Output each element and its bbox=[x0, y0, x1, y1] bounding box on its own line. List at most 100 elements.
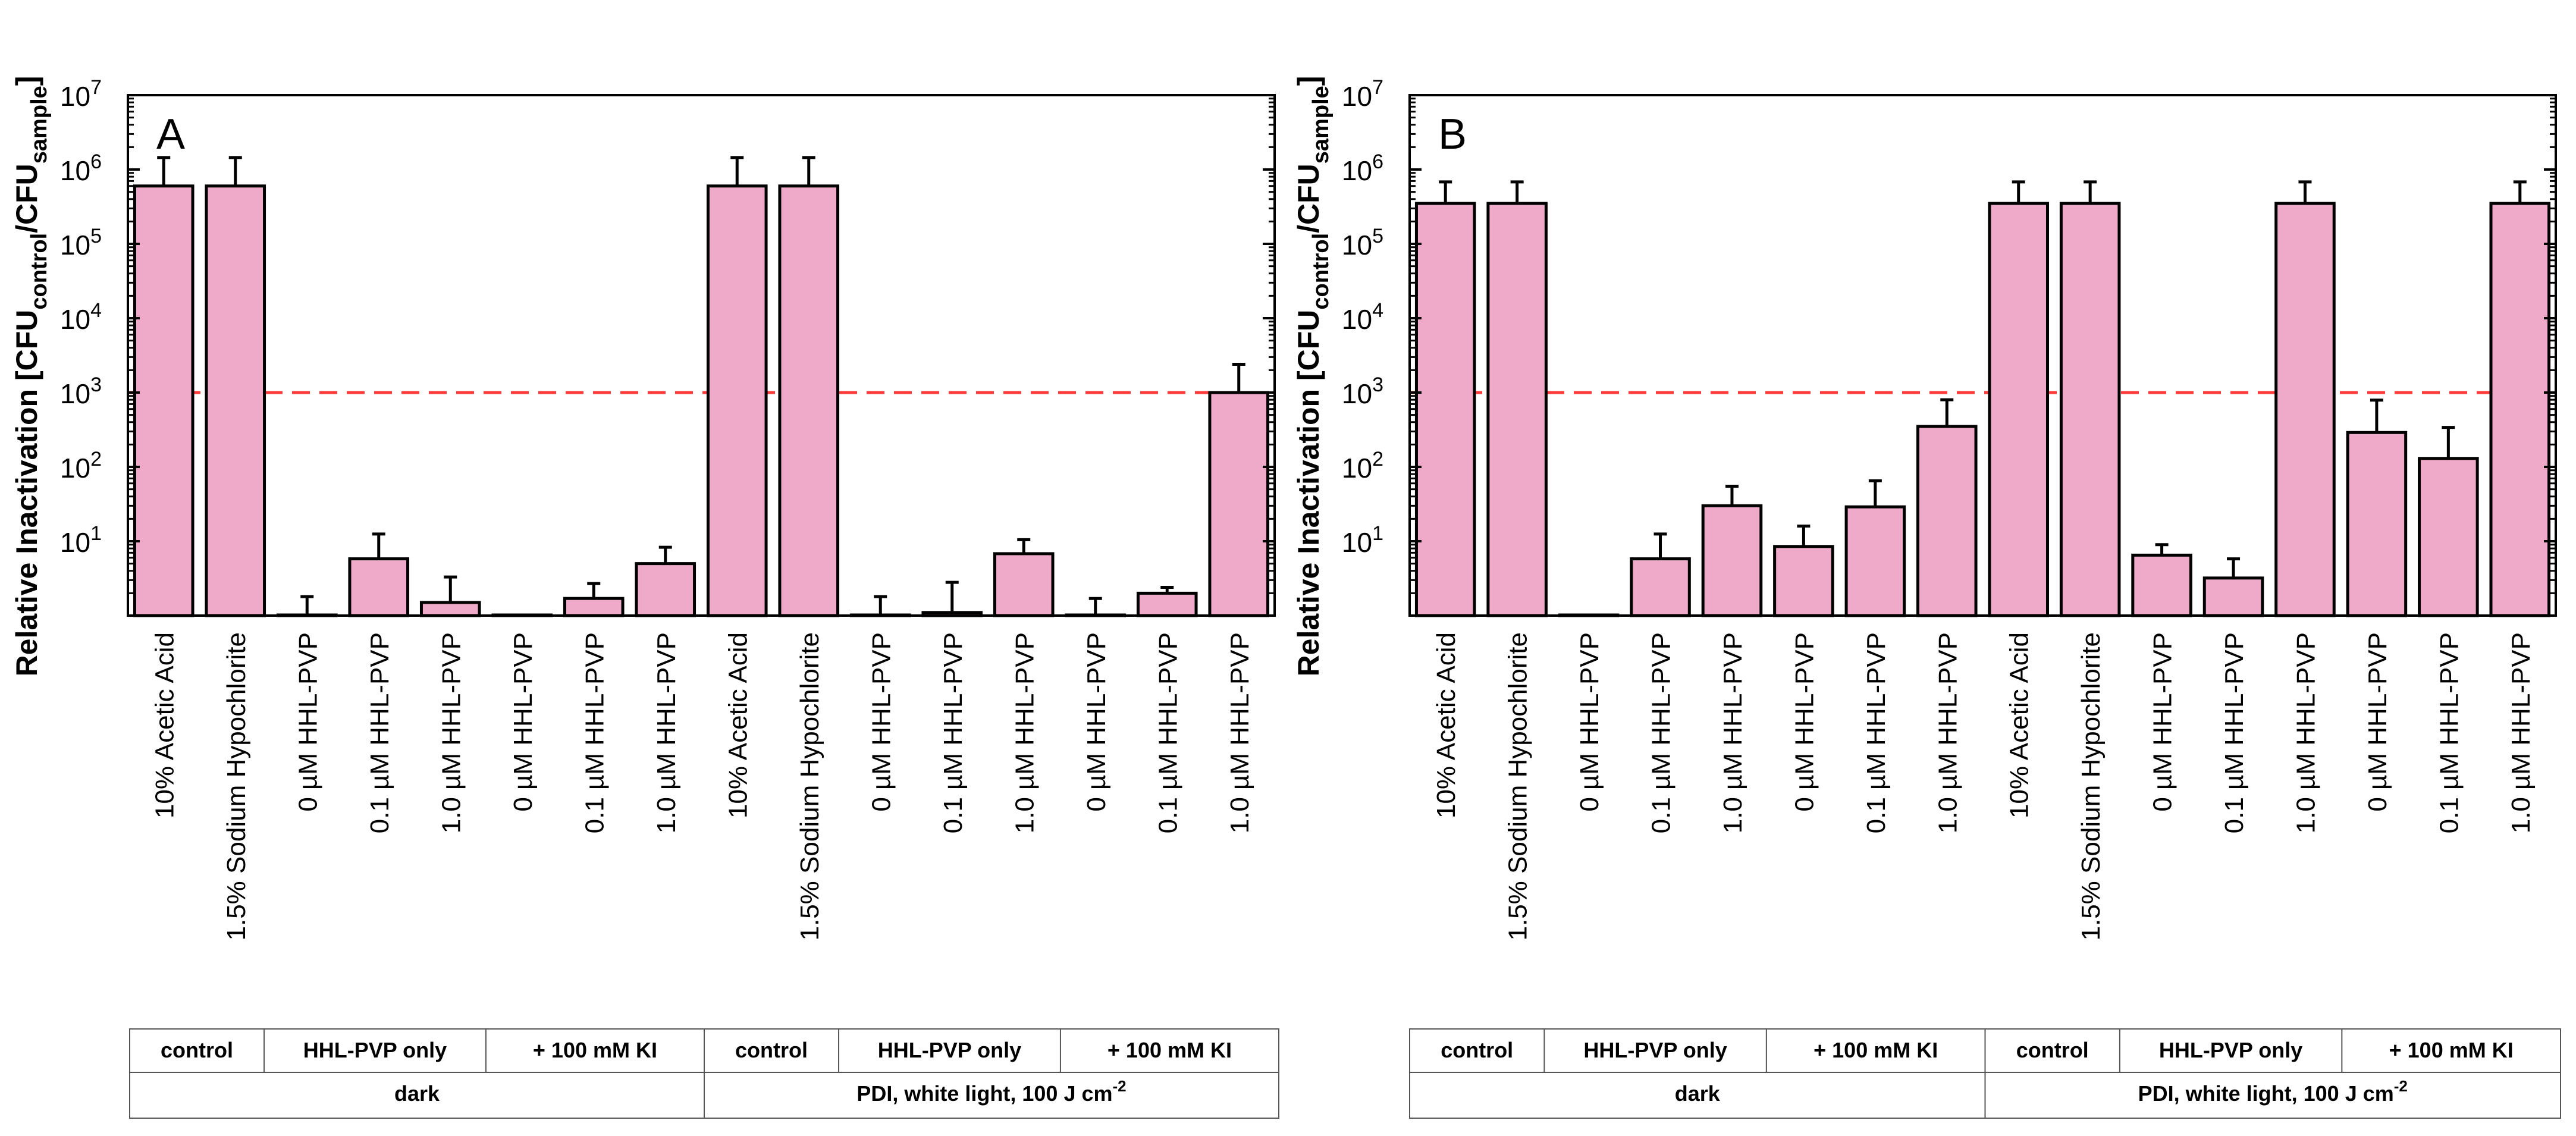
group-cell-label: control bbox=[161, 1038, 233, 1062]
y-tick-exponent: 3 bbox=[90, 374, 102, 396]
y-tick-label: 107 bbox=[1342, 76, 1383, 112]
panel-label: B bbox=[1438, 111, 1467, 158]
group-cell-label: HHL-PVP only bbox=[303, 1038, 447, 1062]
bar bbox=[1988, 202, 2049, 617]
y-tick-label: 101 bbox=[1342, 522, 1383, 558]
group-condition-superscript: -2 bbox=[1113, 1077, 1127, 1095]
panel-label: A bbox=[156, 111, 185, 158]
group-condition-label: dark bbox=[1675, 1081, 1721, 1106]
y-tick-exponent: 4 bbox=[90, 299, 102, 322]
y-tick-exponent: 7 bbox=[90, 76, 102, 99]
category-label: 1.0 µM HHL-PVP bbox=[1718, 632, 1747, 833]
bar bbox=[1916, 425, 1978, 617]
y-tick-label: 105 bbox=[1342, 225, 1383, 261]
category-label: 0.1 µM HHL-PVP bbox=[1153, 632, 1182, 833]
bar bbox=[348, 557, 410, 617]
y-tick-base: 10 bbox=[60, 378, 90, 409]
chart-panel-a: 10% Acetic Acid 1.5% Sodium Hypochlorite 0… bbox=[10, 76, 1279, 1119]
y-tick-label: 106 bbox=[60, 150, 102, 186]
category-label: 0.1 µM HHL-PVP bbox=[939, 632, 968, 833]
category-label: 10% Acetic Acid bbox=[1432, 632, 1461, 818]
y-tick-label: 102 bbox=[60, 448, 102, 484]
y-axis-label-sub-control: control bbox=[1309, 233, 1334, 310]
y-axis-label-sub-control: control bbox=[27, 233, 52, 310]
bar bbox=[1701, 504, 1763, 617]
group-condition-label: PDI, white light, 100 J cm-2 bbox=[2138, 1077, 2408, 1106]
y-tick-exponent: 2 bbox=[90, 448, 102, 470]
y-axis-label-main: Relative Inactivation [CFU bbox=[1292, 310, 1325, 677]
y-axis-label-mid: /CFU bbox=[1292, 164, 1325, 233]
category-label: 0.1 µM HHL-PVP bbox=[580, 632, 609, 833]
y-tick-label: 102 bbox=[1342, 448, 1383, 484]
y-tick-base: 10 bbox=[60, 230, 90, 261]
y-tick-exponent: 5 bbox=[1372, 225, 1383, 247]
category-label: 1.0 µM HHL-PVP bbox=[2291, 632, 2320, 833]
bar bbox=[2418, 457, 2479, 617]
category-label: 0 µM HHL-PVP bbox=[1790, 632, 1819, 812]
y-tick-base: 10 bbox=[1342, 378, 1372, 409]
y-tick-exponent: 4 bbox=[1372, 299, 1383, 322]
group-cell-label: + 100 mM KI bbox=[2389, 1038, 2514, 1062]
category-label: 0.1 µM HHL-PVP bbox=[2434, 632, 2464, 833]
bar bbox=[635, 562, 696, 617]
y-tick-label: 104 bbox=[1342, 299, 1383, 335]
category-label: 1.0 µM HHL-PVP bbox=[1933, 632, 1962, 833]
category-label: 0 µM HHL-PVP bbox=[2363, 632, 2392, 812]
y-tick-base: 10 bbox=[60, 81, 90, 112]
bar bbox=[2131, 553, 2192, 617]
y-axis-label-end: ] bbox=[1292, 76, 1325, 86]
group-condition-superscript: -2 bbox=[2394, 1077, 2408, 1095]
y-tick-exponent: 5 bbox=[90, 225, 102, 247]
category-label: 0 µM HHL-PVP bbox=[509, 632, 538, 812]
category-label: 1.0 µM HHL-PVP bbox=[652, 632, 681, 833]
bar bbox=[419, 601, 481, 617]
y-axis-label: Relative Inactivation [CFUcontrol/CFUsam… bbox=[10, 76, 52, 677]
category-label: 0.1 µM HHL-PVP bbox=[1647, 632, 1676, 833]
group-condition-label: PDI, white light, 100 J cm-2 bbox=[856, 1077, 1126, 1106]
y-axis-label-main: Relative Inactivation [CFU bbox=[10, 310, 43, 677]
y-tick-base: 10 bbox=[60, 304, 90, 335]
group-table: control HHL-PVP only + 100 mM KI dark contro… bbox=[129, 1028, 1279, 1119]
group-condition-label: dark bbox=[394, 1081, 440, 1106]
y-tick-base: 10 bbox=[60, 453, 90, 484]
group-cell-label: control bbox=[1441, 1038, 1513, 1062]
group-condition-text: dark bbox=[394, 1081, 440, 1106]
category-label: 0.1 µM HHL-PVP bbox=[1862, 632, 1891, 833]
y-tick-base: 10 bbox=[60, 527, 90, 558]
bar bbox=[563, 597, 625, 617]
y-tick-label: 103 bbox=[60, 374, 102, 409]
category-label: 1.0 µM HHL-PVP bbox=[1225, 632, 1254, 833]
bar bbox=[1136, 591, 1198, 617]
category-label: 10% Acetic Acid bbox=[2005, 632, 2034, 818]
y-tick-exponent: 7 bbox=[1372, 76, 1383, 99]
group-cell-label: + 100 mM KI bbox=[1107, 1038, 1232, 1062]
bar bbox=[1414, 202, 1476, 617]
category-label: 1.5% Sodium Hypochlorite bbox=[2076, 632, 2106, 940]
bar bbox=[2202, 576, 2264, 617]
y-tick-label: 105 bbox=[60, 225, 102, 261]
y-tick-exponent: 1 bbox=[1372, 522, 1383, 545]
y-axis-label-mid: /CFU bbox=[10, 164, 43, 233]
bar bbox=[1630, 557, 1691, 617]
y-tick-label: 106 bbox=[1342, 150, 1383, 186]
y-axis-label-end: ] bbox=[10, 76, 43, 86]
category-label: 0 µM HHL-PVP bbox=[2148, 632, 2177, 812]
y-tick-base: 10 bbox=[1342, 230, 1372, 261]
bar bbox=[1844, 505, 1906, 617]
y-tick-exponent: 3 bbox=[1372, 374, 1383, 396]
bar bbox=[2346, 431, 2408, 617]
y-tick-label: 104 bbox=[60, 299, 102, 335]
bar bbox=[2059, 202, 2121, 617]
category-label: 0.1 µM HHL-PVP bbox=[365, 632, 394, 833]
group-table: control HHL-PVP only + 100 mM KI dark contro… bbox=[1409, 1028, 2561, 1119]
category-label: 1.0 µM HHL-PVP bbox=[437, 632, 466, 833]
bar bbox=[205, 184, 266, 617]
category-label: 1.5% Sodium Hypochlorite bbox=[795, 632, 824, 940]
y-axis-label-sub-sample: sample bbox=[27, 86, 52, 164]
bar bbox=[1208, 391, 1270, 617]
y-tick-base: 10 bbox=[1342, 527, 1372, 558]
category-label: 0 µM HHL-PVP bbox=[1575, 632, 1604, 812]
y-tick-exponent: 2 bbox=[1372, 448, 1383, 470]
y-tick-exponent: 6 bbox=[1372, 150, 1383, 173]
